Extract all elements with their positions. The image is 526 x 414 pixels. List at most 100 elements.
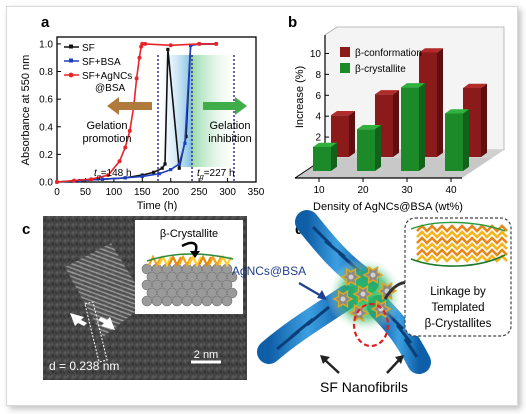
arrow-right-icon [203,97,247,115]
bar-beta-crystallite-30-top [401,83,425,88]
data-point [177,162,181,166]
helix-link [410,221,506,232]
x-tick-label-a: 350 [248,187,265,198]
legend-sf-bsa: SF+BSA [82,57,121,68]
panel-label-a: a [41,14,50,31]
data-point [134,76,139,81]
series-line-sf-agncs-bsa [56,43,217,183]
plot-b-xlabel: Density of AgNCs@BSA (wt%) [313,201,463,213]
helix-strand [416,230,508,239]
silver-atom [141,295,153,307]
data-point [127,128,132,133]
x-tick-label-a: 150 [134,187,151,198]
x-tick-label-b: 40 [445,185,457,196]
linkage-text-3: β-Crystallites [425,318,492,330]
plot-a-axes [56,36,257,183]
data-point [169,167,173,172]
bar-beta-crystallite-30 [401,87,419,171]
x-tick-label-a: 0 [54,187,60,198]
panel-c: c d = 0.238 nm 2 nm β-Crystallite [22,216,247,380]
agncs-label: AgNCs@BSA [232,264,306,278]
nanofibril-arrow-left [324,359,340,374]
templated-beta-crystallite-icon [410,221,508,267]
beta-strand [188,254,202,268]
tg-label-227: tg=227 h [197,168,235,181]
data-point [143,41,148,46]
silver-atom [226,271,238,283]
data-point [140,41,145,46]
label-gelation-inhibition-1: Gelation [210,120,251,132]
linkage-text-2: Templated [431,302,484,314]
beta-strands [146,253,234,268]
data-point [157,172,161,176]
nanofibrils-label: SF Nanofibrils [320,379,408,395]
nanofibril-arrow-right [386,359,400,374]
nanofibril-arrow-left-head [320,355,330,364]
data-point [123,176,127,180]
inset-label: β-Crystallite [160,228,218,240]
y-tick-label-a: 0.4 [39,122,53,133]
data-point [72,178,77,183]
silver-atom [191,295,203,307]
y-tick-label-a: 0.8 [39,67,53,78]
bar-beta-crystallite-10 [313,146,331,171]
lattice-fringes [65,243,147,337]
d-spacing-label: d = 0.238 nm [49,359,119,373]
data-point [163,162,167,166]
silver-lattice-spheres [141,263,238,307]
legend-sf: SF [82,43,95,54]
x-tick-label-a: 250 [191,187,208,198]
silver-atom [211,295,223,307]
legend-a: SF SF+BSA SF+AgNCs @BSA [64,43,132,94]
bar-beta-conformation-20-side [393,90,399,157]
silver-atom [181,295,193,307]
silver-atom [221,279,233,291]
data-point [160,166,164,170]
figure-frame: a 0 50 100 150 200 250 300 350 0.0 0.2 0.4 0.6 0.8 1.… [6,6,518,406]
data-point [117,159,122,164]
bar-beta-crystallite-10-top [313,142,337,147]
linkage-highlight-ellipse [352,302,390,348]
legend-sf-agncs: SF+AgNCs [82,71,132,82]
data-point [166,47,170,52]
panel-label-c: c [22,221,30,238]
data-point [189,43,193,47]
beta-strand [148,254,162,268]
data-point [197,41,202,46]
arrow-left-icon [107,97,152,115]
plot-b-ticks: 2 4 6 8 10 10 20 30 40 [310,49,457,196]
legend-beta-conformation: β-conformation [355,48,422,59]
x-tick-label-a: 100 [106,187,123,198]
arrow-left-white-icon [70,313,87,326]
plot-a-xlabel: Time (h) [137,200,178,212]
x-tick-label-b: 30 [401,185,413,196]
data-point [100,177,105,181]
bar-beta-conformation-10-side [349,110,355,157]
linkage-text-1: Linkage by [430,286,486,298]
bar-beta-conformation-30-side [437,48,443,157]
y-tick-label-a: 0.6 [39,95,53,106]
y-tick-label-b: 8 [315,70,321,81]
beta-strand [208,254,222,268]
helix-strand [416,224,508,233]
bar-beta-crystallite-40-top [445,109,469,114]
plot-a-series [55,41,219,184]
inset-arrow-head [190,251,200,258]
x-tick-label-b: 10 [313,185,325,196]
helix-strand [416,248,508,257]
data-point [137,55,142,60]
beta-strand [198,254,212,268]
helix-strand [416,236,508,245]
gelation-band-green [192,55,234,167]
data-point [89,177,94,182]
y-tick-label-b: 2 [315,133,321,144]
arrow-right-white-icon [98,317,115,330]
plot-a-ticks: 0 50 100 150 200 250 300 350 0.0 0.2 0.4 0.6 0.8 1.0 [39,39,265,198]
data-point [140,174,144,179]
x-tick-label-a: 300 [219,187,236,198]
plot-b-floor [295,158,492,178]
lattice-box [84,301,108,363]
scale-bar-label: 2 nm [194,349,218,361]
bar-beta-crystallite-20 [357,129,375,171]
beta-strand [218,254,232,268]
